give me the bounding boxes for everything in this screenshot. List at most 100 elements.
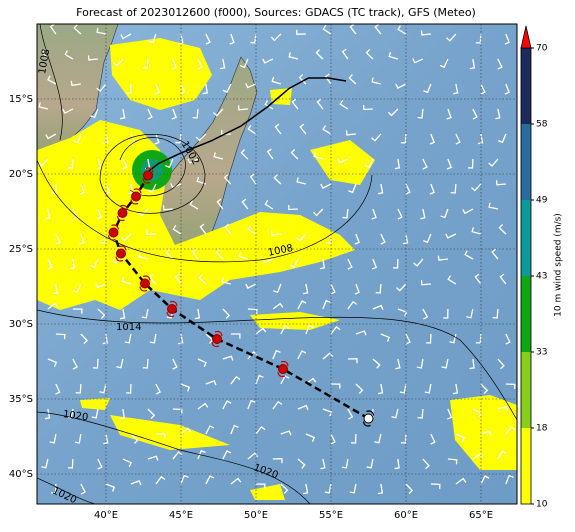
forecast-point bbox=[117, 208, 128, 218]
wind-barb bbox=[347, 358, 358, 364]
wind-barb bbox=[288, 52, 299, 60]
wind-barb bbox=[387, 108, 399, 117]
wind-barb bbox=[95, 283, 107, 289]
wind-barb bbox=[364, 158, 374, 169]
wind-barb bbox=[126, 83, 132, 94]
colorbar-tick-label: 33 bbox=[536, 348, 547, 358]
wind-barb bbox=[296, 233, 307, 242]
wind-barb bbox=[325, 233, 332, 244]
wind-barb bbox=[477, 133, 484, 145]
wind-barb bbox=[330, 283, 336, 295]
wind-barb bbox=[423, 233, 432, 244]
wind-barb bbox=[221, 129, 231, 135]
wind-barb bbox=[67, 158, 74, 169]
wind-barb bbox=[272, 302, 284, 310]
wind-barb bbox=[112, 258, 124, 264]
wind-barb bbox=[73, 133, 82, 144]
x-tick-label: 45°E bbox=[169, 510, 193, 521]
wind-barb bbox=[452, 383, 459, 395]
colorbar-segment bbox=[521, 352, 531, 428]
wind-barb bbox=[147, 183, 157, 194]
wind-barb bbox=[371, 258, 378, 270]
wind-area bbox=[110, 38, 212, 110]
wind-barb bbox=[374, 433, 382, 444]
wind-barb bbox=[240, 149, 249, 160]
wind-barb bbox=[237, 105, 248, 111]
wind-barb bbox=[472, 453, 484, 460]
wind-barb bbox=[497, 358, 505, 370]
wind-barb bbox=[299, 123, 307, 135]
wind-barb bbox=[213, 152, 224, 160]
cyclone-arms bbox=[277, 360, 289, 378]
wind-barb bbox=[174, 273, 182, 285]
wind-barb bbox=[205, 425, 215, 435]
wind-barb bbox=[102, 333, 108, 345]
wind-barb bbox=[395, 358, 401, 370]
wind-barb bbox=[80, 333, 89, 345]
wind-barb bbox=[371, 133, 382, 142]
wind-barb bbox=[222, 83, 232, 94]
wind-barb bbox=[90, 258, 99, 269]
cyclone-arms bbox=[116, 204, 129, 222]
wind-barb bbox=[297, 300, 307, 310]
observed-track bbox=[144, 77, 347, 175]
wind-barb bbox=[468, 158, 474, 169]
wind-barb bbox=[255, 425, 266, 435]
wind-barb bbox=[41, 458, 49, 469]
wind-barb bbox=[64, 50, 74, 60]
wind-barb bbox=[417, 108, 424, 119]
wind-barb bbox=[351, 433, 357, 444]
wind-barb bbox=[70, 80, 81, 87]
isobars bbox=[37, 24, 517, 504]
wind-barb bbox=[297, 404, 309, 411]
wind-barb bbox=[222, 355, 234, 361]
wind-barb bbox=[247, 399, 256, 410]
tracks bbox=[107, 77, 375, 427]
wind-barb bbox=[355, 383, 364, 394]
wind-barb bbox=[394, 458, 400, 470]
wind-barb bbox=[223, 173, 232, 185]
wind-barb bbox=[205, 475, 215, 485]
wind-barb bbox=[439, 58, 449, 69]
wind-barb bbox=[96, 158, 102, 170]
wind-barb bbox=[96, 83, 107, 92]
wind-barb bbox=[247, 124, 257, 135]
wind-barb bbox=[280, 483, 289, 494]
wind-barb bbox=[96, 208, 102, 220]
cyclone-arms bbox=[107, 224, 120, 241]
wind-barb bbox=[67, 458, 74, 469]
wind-barb bbox=[324, 483, 332, 494]
y-tick-label: 40°S bbox=[9, 469, 33, 480]
isobar-label: 1008 bbox=[37, 48, 52, 75]
wind-barb bbox=[498, 133, 507, 144]
wind-barb bbox=[205, 33, 211, 45]
wind-barb bbox=[491, 248, 499, 260]
wind-barb bbox=[469, 58, 476, 70]
wind-barb bbox=[271, 76, 282, 85]
wind-barb bbox=[495, 108, 501, 120]
wind-barb bbox=[47, 75, 57, 85]
forecast-point bbox=[212, 334, 222, 344]
wind-barb bbox=[322, 125, 332, 135]
wind-barb bbox=[339, 100, 349, 110]
wind-barb bbox=[222, 450, 232, 460]
wind-barb bbox=[471, 183, 482, 192]
wind-barb bbox=[197, 358, 207, 368]
wind-barb bbox=[316, 98, 324, 110]
wind-barb bbox=[97, 458, 103, 470]
wind-barb bbox=[230, 333, 241, 339]
map-frame bbox=[36, 23, 518, 505]
wind-barb bbox=[52, 283, 58, 295]
forecast-point bbox=[131, 191, 141, 202]
wind-barb bbox=[400, 433, 407, 444]
wind-barb bbox=[121, 276, 132, 285]
wind-barb bbox=[495, 180, 506, 186]
wind-barb bbox=[365, 49, 374, 60]
colorbar-tick-label: 10 bbox=[536, 500, 548, 510]
wind-barb bbox=[230, 477, 242, 485]
wind-barb bbox=[348, 74, 357, 85]
wind-barb bbox=[120, 233, 132, 242]
forecast-point bbox=[363, 413, 374, 424]
wind-barb bbox=[189, 200, 199, 210]
